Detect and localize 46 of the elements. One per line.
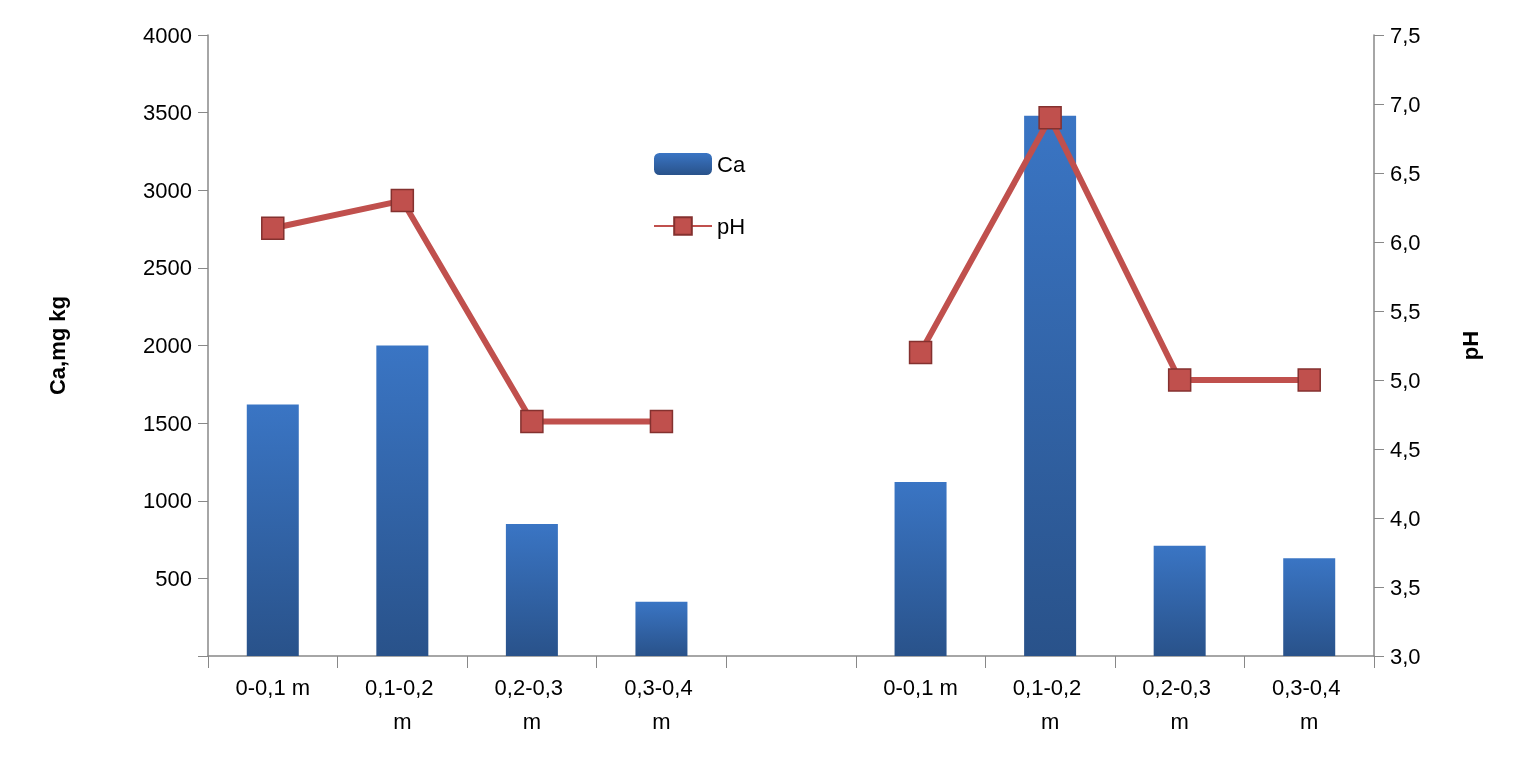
bar	[1153, 545, 1206, 656]
y2-tick-label: 3,0	[1390, 643, 1421, 669]
x-tick-label: 0,2-0,3 m	[494, 674, 570, 734]
bar	[505, 524, 558, 656]
bar	[246, 404, 299, 656]
legend-label: Ca	[717, 151, 746, 177]
y-tick-label: 4000	[143, 22, 192, 48]
y2-axis-title: pH	[1457, 330, 1483, 361]
point	[390, 188, 415, 213]
legend-label: pH	[717, 213, 746, 239]
point	[261, 216, 285, 240]
bar	[1024, 115, 1077, 656]
y-axis-title: Ca,mg kg	[44, 295, 70, 396]
point	[520, 409, 544, 434]
y2-tick-label: 6,0	[1390, 229, 1421, 255]
y2-tick-label: 3,5	[1390, 574, 1421, 600]
x-tick-label: 0,2-0,3 m	[1142, 674, 1217, 734]
point	[1038, 106, 1062, 130]
y-tick-label: 3500	[143, 100, 192, 126]
y-tick-label: 1500	[143, 410, 192, 436]
point	[908, 340, 933, 365]
y-tick-label: 2000	[143, 333, 192, 358]
y-tick-label: 3000	[143, 177, 192, 203]
y2-tick-label: 7,5	[1390, 22, 1421, 48]
y2-tick-label: 7,0	[1390, 91, 1421, 117]
y-tick-label: 1000	[143, 488, 192, 514]
x-tick-label: 0,3-0,4 m	[624, 674, 699, 734]
y2-tick-label: 6,5	[1390, 160, 1421, 186]
point	[1297, 368, 1321, 392]
y2-tick-label: 4,0	[1390, 505, 1421, 531]
y2-tick-label: 5,0	[1390, 367, 1421, 393]
y-tick-label: 500	[155, 565, 192, 591]
point	[649, 409, 674, 434]
x-tick-label: 0,1-0,2 m	[1012, 674, 1088, 734]
point	[1167, 368, 1192, 392]
bar	[1283, 558, 1336, 656]
y2-tick-label: 5,5	[1390, 298, 1421, 324]
y-tick-label: 2500	[143, 255, 192, 281]
x-tick-label: 0-0,1 m	[883, 674, 958, 700]
bar	[635, 601, 688, 656]
bar	[376, 345, 429, 656]
x-tick-label: 0,3-0,4 m	[1271, 674, 1347, 734]
x-tick-label: 0,1-0,2 m	[365, 674, 440, 734]
x-tick-label: 0-0,1 m	[235, 674, 311, 700]
bar	[894, 482, 947, 656]
y2-tick-label: 4,5	[1390, 436, 1421, 462]
